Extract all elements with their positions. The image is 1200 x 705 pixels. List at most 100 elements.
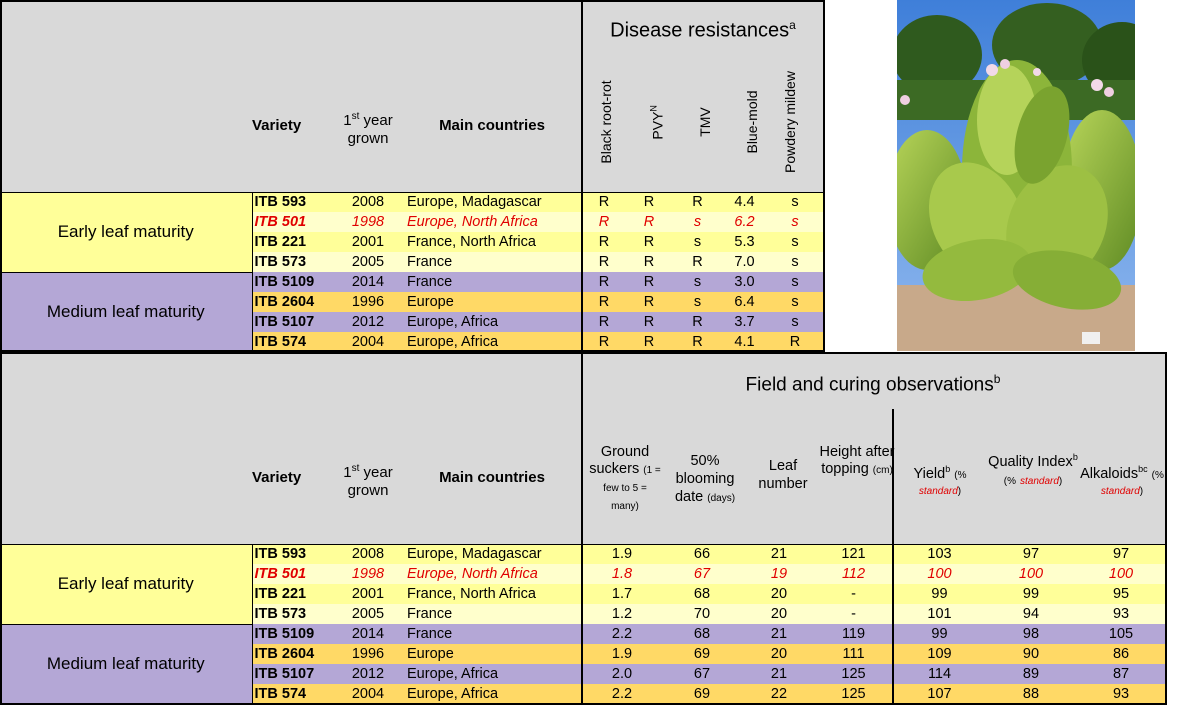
value-cell: R xyxy=(643,214,655,230)
col-yield: Yieldb (% standard) xyxy=(913,464,967,497)
col-ground-suckers: Ground suckers (1 = few to 5 = many) xyxy=(589,444,661,512)
countries-cell: Europe xyxy=(407,646,454,662)
col-main-countries: Main countries xyxy=(439,117,545,134)
countries-cell: France xyxy=(407,626,453,642)
field-header: Field and curing observationsb Ground su… xyxy=(580,352,1166,544)
value-cell: - xyxy=(851,606,856,622)
variety-cell: ITB 221 xyxy=(251,232,333,252)
value-cell: 2.2 xyxy=(581,624,661,644)
year-cell: 2001 xyxy=(351,234,385,250)
variety-cell: ITB 574 xyxy=(251,332,333,352)
value-cell: 6.2 xyxy=(734,214,755,230)
header-divider xyxy=(892,409,894,544)
value-cell: 19 xyxy=(770,566,788,582)
value-cell: R xyxy=(581,232,625,252)
col-pvy: PVYN xyxy=(648,105,666,140)
table-row: ITB 573 2005 France 1.2 70 20 - 101 94 93 xyxy=(0,604,1166,624)
table-row: Medium leaf maturity ITB 5109 2014 France R R… xyxy=(0,271,824,352)
field-table-body: Early leaf maturity ITB 593 2008 Europe, Ma… xyxy=(0,543,1166,704)
value-cell: R xyxy=(643,334,655,350)
col-blooming-date: 50% blooming date (days) xyxy=(674,453,736,505)
year-cell: 2014 xyxy=(351,626,385,642)
value-cell: 94 xyxy=(1022,606,1040,622)
table-row: ITB 2604 1996 Europe 1.9 69 20 111 109 90 86 xyxy=(0,644,1166,664)
value-cell: 69 xyxy=(693,686,711,702)
value-cell: R xyxy=(581,332,625,352)
value-cell: 22 xyxy=(770,686,788,702)
value-cell: s xyxy=(693,214,702,230)
col-variety: Variety xyxy=(252,117,302,134)
countries-cell: Europe, Africa xyxy=(407,314,499,330)
value-cell: 125 xyxy=(841,666,866,682)
variety-cell: ITB 593 xyxy=(251,543,333,564)
countries-cell: Europe, Madagascar xyxy=(403,191,582,212)
value-cell: 1.2 xyxy=(581,604,661,624)
value-cell: 87 xyxy=(1112,666,1130,682)
year-cell: 2001 xyxy=(351,586,385,602)
col-variety-2: Variety xyxy=(252,469,302,486)
col-tmv: TMV xyxy=(697,107,713,137)
variety-cell: ITB 574 xyxy=(251,684,333,704)
value-cell: s xyxy=(693,234,702,250)
value-cell: s xyxy=(693,274,702,290)
variety-cell: ITB 501 xyxy=(251,212,333,232)
value-cell: 20 xyxy=(770,586,788,602)
col-main-countries-2: Main countries xyxy=(439,469,545,486)
value-cell: 67 xyxy=(693,566,711,582)
value-cell: R xyxy=(643,314,655,330)
variety-cell: ITB 501 xyxy=(251,564,333,584)
value-cell: R xyxy=(643,274,655,290)
value-cell: 86 xyxy=(1112,646,1130,662)
value-cell: s xyxy=(767,191,824,212)
variety-cell: ITB 5109 xyxy=(251,272,333,292)
year-cell: 2012 xyxy=(351,666,385,682)
value-cell: 1.8 xyxy=(581,564,661,584)
value-cell: R xyxy=(692,334,703,350)
value-cell: s xyxy=(791,314,799,330)
value-cell: 99 xyxy=(1022,586,1040,602)
value-cell: s xyxy=(791,234,799,250)
value-cell: 97 xyxy=(985,543,1077,564)
countries-cell: France, North Africa xyxy=(407,234,536,250)
table-row: ITB 501 1998 Europe, North Africa 1.8 67 19 11… xyxy=(0,564,1166,584)
table-row: Medium leaf maturity ITB 5109 2014 France 2.… xyxy=(0,623,1166,704)
countries-cell: Europe, North Africa xyxy=(407,214,538,230)
value-cell: 3.0 xyxy=(734,274,755,290)
value-cell: 69 xyxy=(693,646,711,662)
col-black-root-rot: Black root-rot xyxy=(598,80,614,164)
value-cell: 21 xyxy=(743,543,815,564)
countries-cell: Europe xyxy=(407,294,454,310)
value-cell: s xyxy=(693,294,702,310)
year-cell: 2008 xyxy=(333,191,403,212)
year-cell: 1996 xyxy=(351,646,385,662)
year-cell: 1998 xyxy=(351,566,385,582)
value-cell: 100 xyxy=(892,564,985,584)
table-row: ITB 221 2001 France, North Africa 1.7 68 20 - 9… xyxy=(0,584,1166,604)
value-cell: 1.9 xyxy=(581,543,661,564)
value-cell: 4.4 xyxy=(722,191,767,212)
value-cell: 4.1 xyxy=(734,334,755,350)
value-cell: 99 xyxy=(892,584,985,604)
value-cell: 93 xyxy=(1112,606,1130,622)
countries-cell: France xyxy=(407,606,453,622)
value-cell: 103 xyxy=(892,543,985,564)
col-alkaloids: Alkaloidsbc (% standard) xyxy=(1080,464,1164,497)
value-cell: R xyxy=(692,314,703,330)
year-cell: 2005 xyxy=(351,254,385,270)
col-powdery-mildew: Powdery mildew xyxy=(782,71,798,173)
value-cell: 114 xyxy=(892,664,985,684)
year-cell: 1996 xyxy=(351,294,385,310)
value-cell: R xyxy=(581,252,625,272)
value-cell: 98 xyxy=(1022,626,1040,642)
value-cell: 90 xyxy=(1022,646,1040,662)
col-quality-index: Quality Indexb (% standard) xyxy=(988,452,1078,487)
year-cell: 2004 xyxy=(351,334,385,350)
value-cell: 95 xyxy=(1112,586,1130,602)
value-cell: s xyxy=(791,214,799,230)
value-cell: R xyxy=(789,334,801,350)
header-blank xyxy=(0,0,252,192)
value-cell: R xyxy=(692,254,703,270)
variety-cell: ITB 593 xyxy=(251,191,333,212)
year-cell: 1998 xyxy=(351,214,385,230)
value-cell: 70 xyxy=(693,606,711,622)
